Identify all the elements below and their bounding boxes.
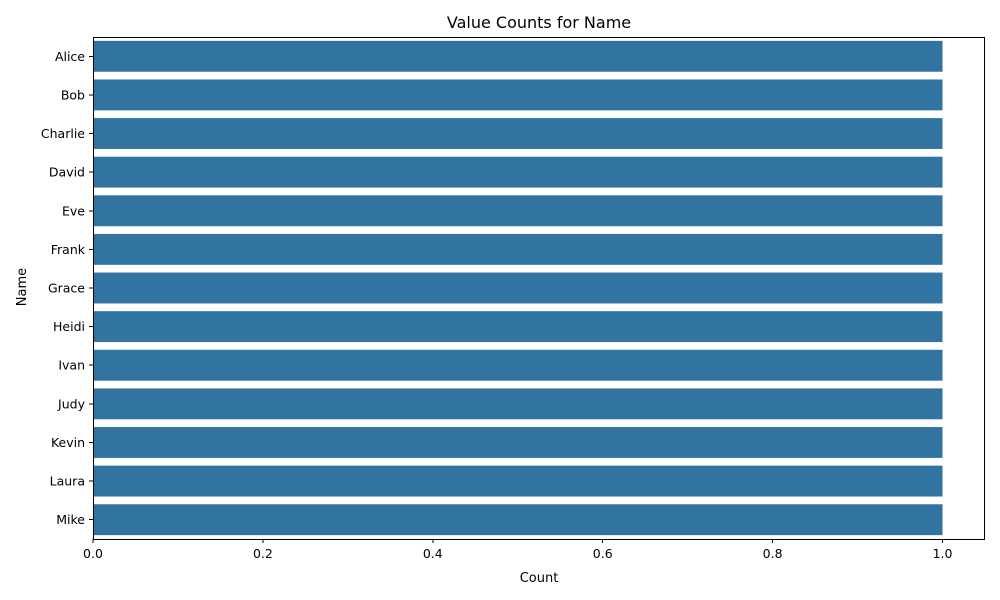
x-ticks-group: 0.0 0.2 0.4 0.6 0.8 1.0	[83, 539, 953, 561]
x-tick-label: 0.8	[763, 546, 783, 561]
x-tick-label: 0.0	[83, 546, 103, 561]
x-tick-label: 1.0	[933, 546, 953, 561]
bars-group	[93, 40, 943, 536]
y-tick-label: Heidi	[53, 319, 85, 334]
bar-heidi	[93, 311, 943, 343]
bar-ivan	[93, 349, 943, 381]
bar-eve	[93, 195, 943, 227]
x-tick-label: 0.2	[253, 546, 273, 561]
chart-title: Value Counts for Name	[447, 13, 631, 32]
x-axis-label: Count	[520, 571, 559, 586]
axes-frame	[93, 37, 985, 540]
bar-kevin	[93, 427, 943, 458]
y-ticks-group: Alice Bob Charlie David Eve Frank Grace Heidi Iv…	[41, 49, 93, 527]
bar-frank	[93, 233, 943, 265]
x-tick-label: 0.4	[423, 546, 443, 561]
bar-judy	[93, 388, 943, 420]
y-tick-label: Frank	[51, 242, 86, 257]
bar-charlie	[93, 118, 943, 149]
bar-alice	[93, 40, 943, 72]
y-tick-label: Ivan	[58, 358, 85, 373]
x-tick-label: 0.6	[593, 546, 613, 561]
y-tick-label: Eve	[62, 203, 85, 218]
y-tick-label: Grace	[48, 281, 85, 296]
y-tick-label: Mike	[56, 512, 85, 527]
y-tick-label: Judy	[57, 396, 86, 411]
y-tick-label: Charlie	[41, 126, 85, 141]
y-tick-label: Bob	[61, 87, 85, 102]
bar-mike	[93, 504, 943, 536]
y-tick-label: David	[49, 165, 85, 180]
y-axis-label: Name	[15, 268, 30, 306]
bar-grace	[93, 272, 943, 304]
bar-david	[93, 156, 943, 188]
y-tick-label: Laura	[50, 474, 85, 489]
y-tick-label: Alice	[55, 49, 85, 64]
bar-laura	[93, 465, 943, 497]
y-tick-label: Kevin	[51, 435, 85, 450]
bar-bob	[93, 79, 943, 111]
